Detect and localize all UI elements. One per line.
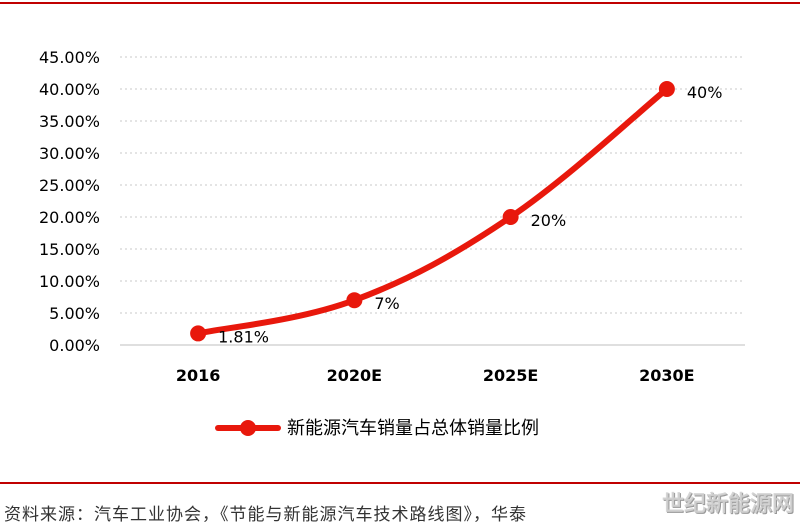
data-label: 40%	[687, 83, 723, 102]
series-line	[195, 86, 670, 337]
line-chart: 0.00% 5.00% 10.00% 15.00% 20.00% 25.00% 30.00%…	[39, 48, 745, 439]
bottom-rule	[0, 482, 800, 484]
y-tick-label: 0.00%	[49, 336, 100, 355]
legend-marker-swatch	[240, 420, 256, 436]
y-tick-label: 35.00%	[39, 112, 100, 131]
data-labels: 1.81% 7% 20% 40%	[218, 83, 722, 346]
y-tick-label: 10.00%	[39, 272, 100, 291]
legend-label: 新能源汽车销量占总体销量比例	[287, 418, 539, 439]
data-label: 20%	[531, 211, 567, 230]
gridlines	[120, 56, 745, 314]
x-tick-label: 2020E	[327, 366, 382, 385]
y-tick-label: 45.00%	[39, 48, 100, 67]
x-tick-label: 2025E	[483, 366, 538, 385]
data-label: 1.81%	[218, 327, 269, 346]
data-label: 7%	[374, 294, 399, 313]
data-point	[502, 209, 519, 225]
y-tick-label: 30.00%	[39, 144, 100, 163]
x-tick-label: 2016	[176, 366, 221, 385]
series-points	[190, 81, 675, 342]
watermark: 世纪新能源网	[661, 492, 794, 517]
top-rule	[0, 2, 800, 4]
y-axis-ticks: 0.00% 5.00% 10.00% 15.00% 20.00% 25.00% 30.00%…	[39, 48, 100, 355]
x-tick-label: 2030E	[639, 366, 694, 385]
data-point	[190, 325, 207, 342]
y-tick-label: 20.00%	[39, 208, 100, 227]
y-tick-label: 15.00%	[39, 240, 100, 259]
y-tick-label: 5.00%	[49, 304, 100, 323]
y-tick-label: 25.00%	[39, 176, 100, 195]
x-axis-ticks: 2016 2020E 2025E 2030E	[176, 366, 695, 385]
legend: 新能源汽车销量占总体销量比例	[215, 418, 539, 439]
source-note: 资料来源：汽车工业协会，《节能与新能源汽车技术路线图》，华泰	[4, 505, 527, 525]
y-tick-label: 40.00%	[39, 80, 100, 99]
data-point	[658, 81, 675, 97]
data-point	[346, 292, 363, 309]
